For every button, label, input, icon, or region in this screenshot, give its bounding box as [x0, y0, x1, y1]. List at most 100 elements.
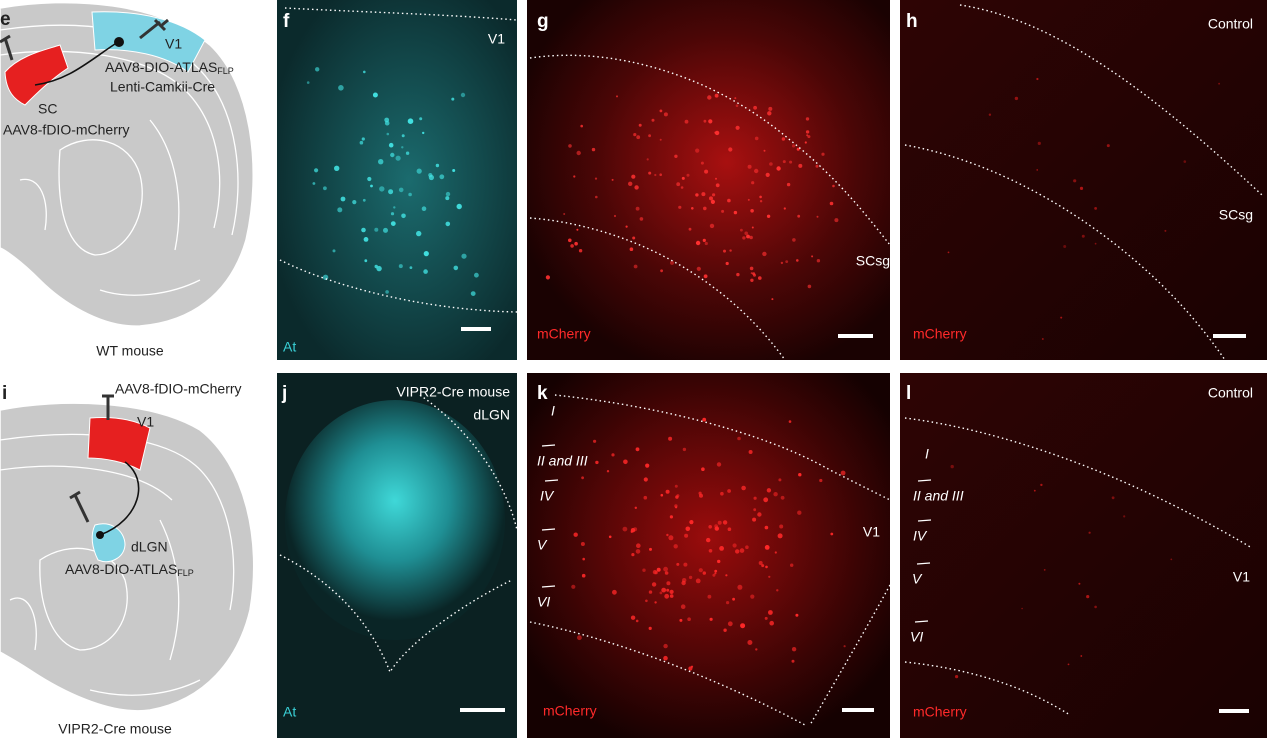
cell: [636, 543, 641, 548]
cell: [388, 142, 394, 148]
boundary: [959, 4, 1263, 196]
cell: [781, 137, 786, 141]
panel-letter: i: [2, 383, 7, 404]
cell: [816, 215, 819, 218]
cell: [747, 164, 752, 169]
cell: [666, 533, 669, 537]
cell: [306, 81, 310, 84]
cell: [700, 161, 704, 165]
cell: [744, 231, 748, 236]
cell: [337, 207, 343, 213]
cell: [660, 493, 664, 497]
cell: [701, 467, 705, 472]
scale-bar: [1213, 334, 1246, 338]
cell: [1067, 663, 1070, 666]
cell: [771, 298, 774, 301]
cell: [729, 249, 732, 252]
cell: [762, 251, 767, 257]
cell: [1164, 229, 1167, 232]
cell: [769, 620, 774, 626]
cell: [1079, 186, 1084, 190]
boundary: [904, 661, 1071, 716]
cell: [1043, 569, 1046, 571]
panel-letter: e: [0, 9, 11, 30]
cell: [821, 152, 825, 156]
cell: [659, 591, 663, 595]
cell: [361, 137, 365, 141]
cell: [633, 527, 638, 532]
cell: [702, 238, 706, 242]
cell: [367, 176, 372, 182]
cell: [709, 223, 715, 229]
cell: [710, 199, 716, 204]
cell: [673, 544, 678, 549]
cell: [611, 178, 614, 181]
cell: [1033, 489, 1036, 492]
cell: [749, 266, 754, 271]
micrograph: [900, 0, 1267, 360]
panel-letter: l: [906, 383, 911, 404]
cell: [409, 266, 413, 269]
cell: [768, 610, 773, 615]
cell: [669, 594, 674, 598]
cell: [362, 198, 366, 202]
cells: [545, 93, 839, 301]
label-subscript: FLP: [177, 568, 194, 578]
cell: [695, 193, 699, 197]
cell: [576, 150, 581, 156]
cell: [748, 450, 753, 454]
cell: [676, 494, 680, 498]
cell: [725, 261, 729, 266]
cell: [717, 520, 722, 525]
cell: [751, 226, 754, 229]
cell: [423, 251, 429, 257]
cell: [766, 488, 772, 493]
cell: [753, 105, 757, 110]
cell: [792, 144, 796, 148]
layer-label: IV: [540, 488, 555, 504]
label: AAV8-fDIO-mCherry: [3, 122, 130, 138]
cell: [416, 168, 422, 174]
syringe: [139, 18, 169, 40]
cell: [573, 532, 578, 537]
brain-outlines: [0, 433, 235, 696]
cell: [668, 535, 674, 541]
cell: [691, 207, 694, 210]
cell: [611, 453, 615, 457]
cell: [725, 574, 728, 577]
cell: [1078, 582, 1081, 585]
cell: [334, 165, 340, 171]
cell: [1111, 496, 1115, 500]
layer-label: I: [925, 446, 929, 462]
cell: [714, 572, 717, 575]
cell: [737, 436, 741, 441]
cell: [805, 130, 810, 134]
cell: [643, 495, 648, 500]
cell: [636, 135, 641, 140]
cell: [783, 207, 786, 210]
cell: [780, 261, 784, 265]
caption: WT mouse: [96, 343, 164, 359]
micrograph: [527, 0, 890, 360]
cell: [684, 119, 689, 124]
image-panel-l: l Control I II and III IV V VI V1 mCherry: [900, 373, 1267, 738]
cell: [747, 640, 753, 645]
cell: [388, 189, 394, 195]
cell: [779, 524, 784, 529]
dlgn-signal: [285, 400, 505, 640]
cell: [723, 249, 726, 253]
cell: [759, 195, 762, 199]
layer-label: V: [912, 571, 923, 587]
cell: [1088, 531, 1091, 534]
cell: [453, 265, 459, 271]
cell: [659, 173, 662, 176]
brain-section: [0, 402, 255, 712]
cell: [656, 567, 661, 572]
cell: [745, 545, 749, 549]
cell: [474, 272, 479, 278]
cell: [669, 515, 674, 519]
panel-letter: k: [537, 383, 548, 404]
cell: [723, 628, 727, 632]
stain-label: mCherry: [913, 704, 967, 720]
cell: [314, 168, 319, 173]
